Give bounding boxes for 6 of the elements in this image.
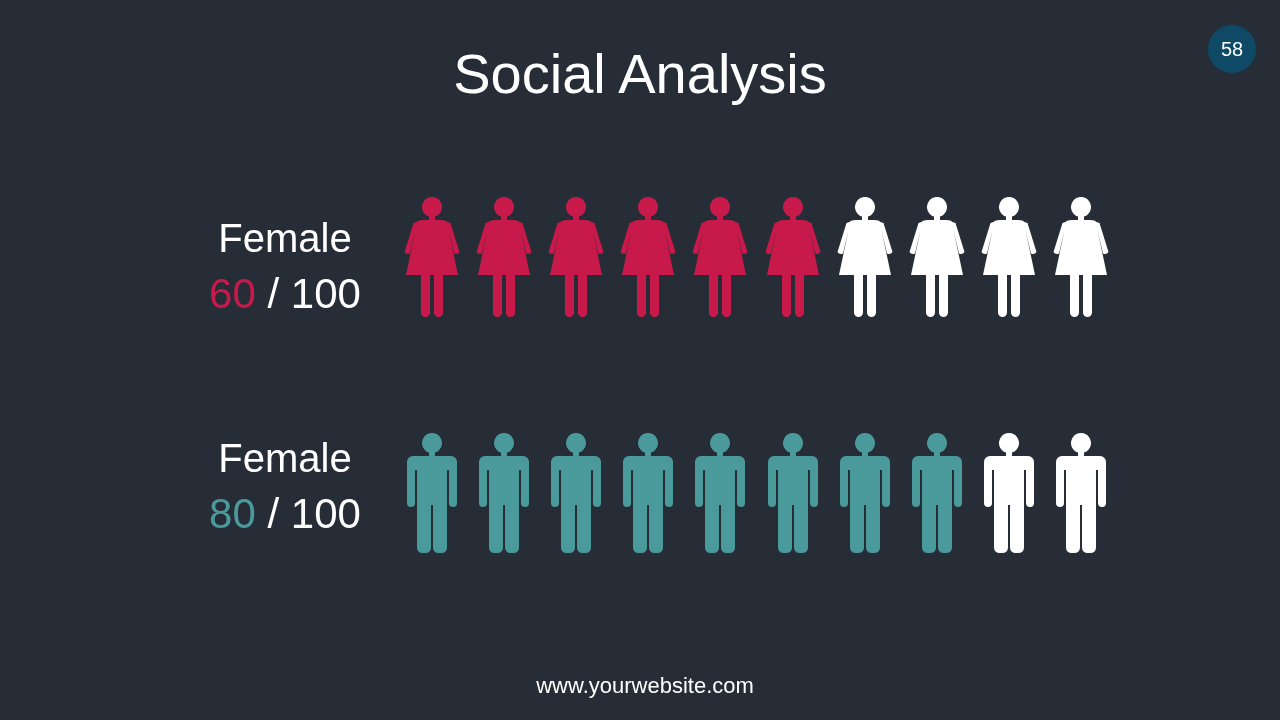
data-label: 80 / 100 xyxy=(209,489,361,537)
text: www.yourwebsite.com xyxy=(535,673,754,699)
category-label: Female xyxy=(218,216,352,261)
category-label: Female xyxy=(218,436,352,481)
data-label: 60 / 100 xyxy=(209,269,361,317)
text: Social Analysis xyxy=(453,42,827,106)
